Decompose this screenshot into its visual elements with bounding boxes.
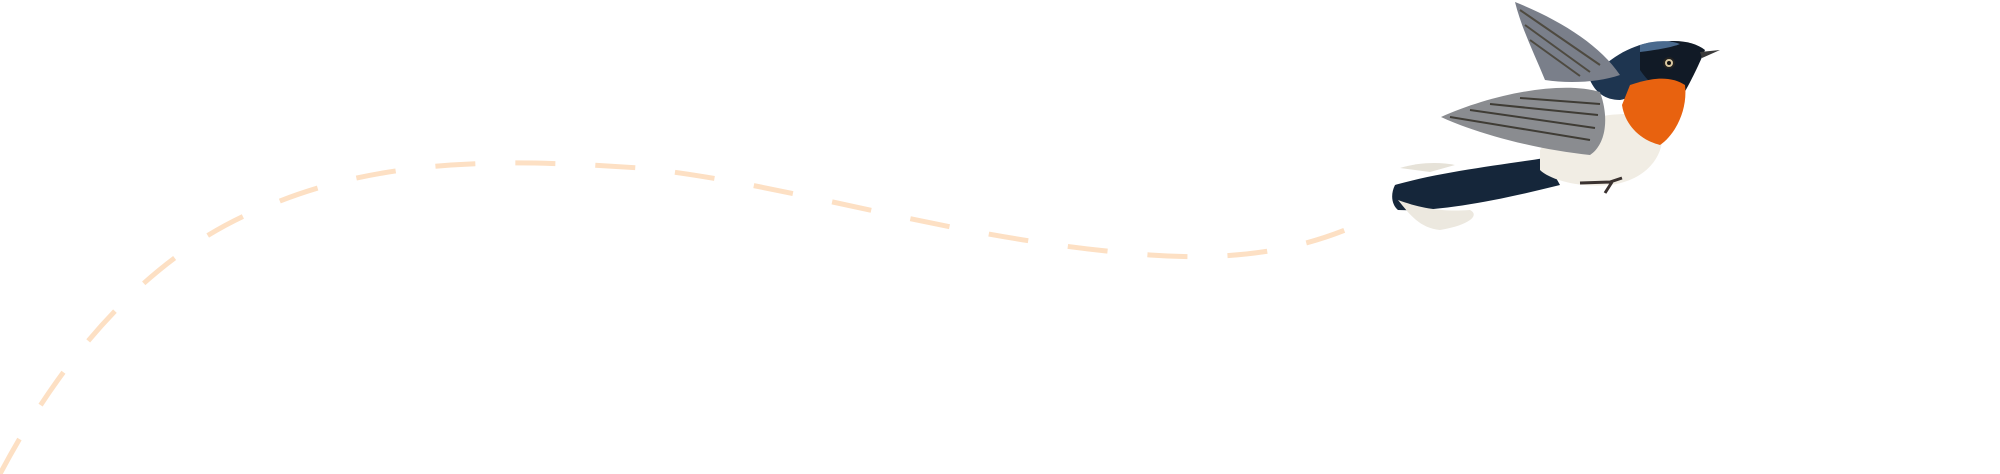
dashed-flight-path <box>0 160 1356 474</box>
bird-icon <box>1392 2 1720 230</box>
